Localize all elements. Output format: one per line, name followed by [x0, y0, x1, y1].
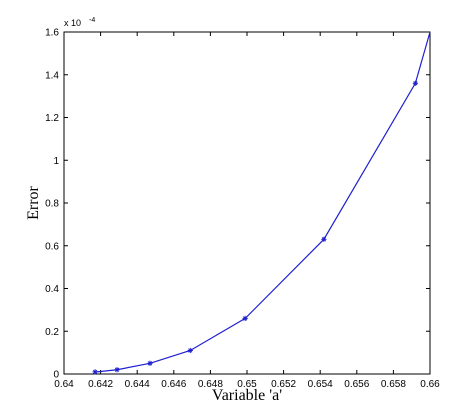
y-axis-title: Error [25, 185, 42, 219]
y-scale-exponent: -4 [89, 17, 95, 24]
plot-frame [63, 31, 431, 375]
x-tick-label: 0.656 [344, 379, 369, 390]
data-markers [92, 80, 418, 375]
x-tick-label: 0.642 [88, 379, 113, 390]
data-point-marker [147, 360, 153, 366]
x-tick-label: 0.652 [271, 379, 296, 390]
x-tick-label: 0.66 [420, 379, 440, 390]
y-tick-label: 0.8 [45, 199, 59, 210]
x-tick-label: 0.648 [198, 379, 223, 390]
x-tick-label: 0.646 [161, 379, 186, 390]
y-tick-label: 1.4 [45, 70, 59, 81]
x-axis-title: Variable 'a' [212, 387, 282, 404]
data-point-marker [187, 347, 193, 354]
data-point-marker [92, 369, 98, 375]
x-tick-label: 0.644 [125, 379, 150, 390]
y-tick-label: 0.2 [45, 327, 59, 338]
x-tick-label: 0.654 [308, 379, 333, 390]
x-tick-label: 0.65 [237, 379, 257, 390]
y-tick-label: 1.2 [45, 113, 59, 124]
x-tick-labels: 0.64 0.642 0.644 0.646 0.648 0.65 0.652 0.654 0.… [54, 379, 440, 390]
y-tick-label: 0 [53, 370, 59, 381]
axis-ticks [63, 31, 431, 375]
x-tick-label: 0.64 [54, 379, 74, 390]
series-line [95, 31, 431, 373]
data-point-marker [114, 367, 120, 373]
data-point-marker [321, 236, 327, 242]
y-tick-label: 0.6 [45, 241, 59, 252]
y-scale-label: x 10 [64, 18, 81, 28]
y-tick-label: 0.4 [45, 284, 59, 295]
data-point-marker [412, 80, 418, 86]
y-tick-labels: 0 0.2 0.4 0.6 0.8 1 1.2 1.4 1.6 [45, 28, 59, 381]
y-tick-label: 1.6 [45, 28, 59, 39]
x-tick-label: 0.658 [381, 379, 406, 390]
data-point-marker [242, 315, 248, 322]
y-tick-label: 1 [53, 156, 59, 167]
